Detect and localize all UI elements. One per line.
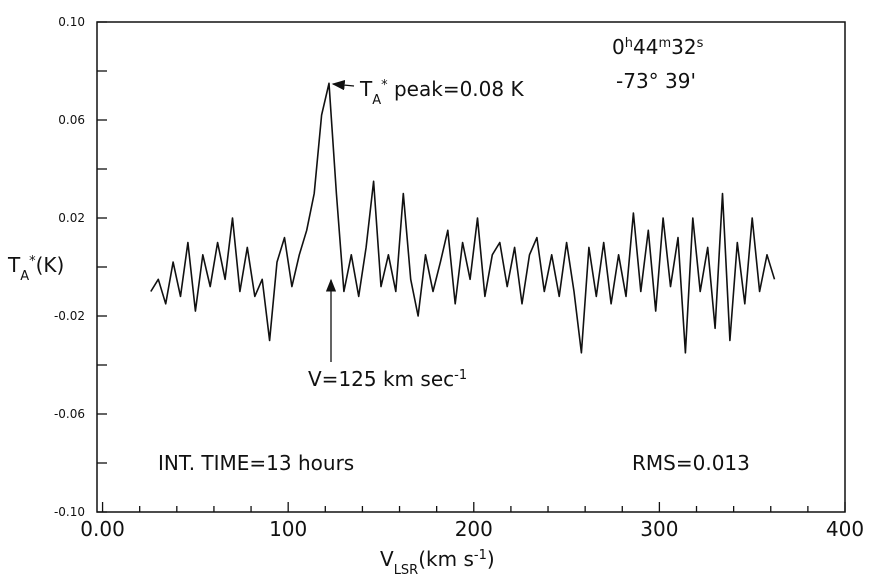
annotation-part: RMS=0.013: [632, 451, 750, 475]
annotation: TA* peak=0.08 K: [359, 77, 524, 108]
x-tick-label: 200: [455, 517, 493, 541]
annotation-part: 0: [612, 35, 625, 59]
annotation-part: 44: [633, 35, 658, 59]
peak-arrow: [331, 79, 355, 91]
x-tick-label: 100: [269, 517, 307, 541]
x-tick-label: 0.00: [80, 517, 125, 541]
y-axis-label-part: (K): [36, 253, 65, 277]
y-tick-label: -0.10: [54, 505, 85, 519]
y-tick-label: 0.06: [58, 113, 85, 127]
x-tick-label: 400: [826, 517, 864, 541]
y-tick-label: 0.10: [58, 15, 85, 29]
annotation-part: T: [359, 77, 373, 101]
y-axis-label-part: T: [7, 253, 21, 277]
annotation-part: s: [697, 36, 704, 51]
annotation-part: A: [372, 93, 381, 108]
y-axis-label: TA*(K): [7, 253, 64, 284]
x-axis-label-part: LSR: [394, 563, 419, 578]
y-tick-label: -0.02: [54, 309, 85, 323]
annotation-part: -1: [454, 368, 467, 383]
annotation: INT. TIME=13 hours: [158, 451, 354, 475]
annotation-part: peak=0.08 K: [388, 77, 525, 101]
annotation: RMS=0.013: [632, 451, 750, 475]
x-axis-label-part: V: [380, 547, 394, 571]
y-tick-label: 0.02: [58, 211, 85, 225]
x-axis-label-part: -1: [474, 548, 487, 563]
y-axis-label-part: A: [20, 269, 29, 284]
y-axis-label-part: *: [29, 254, 36, 269]
y-tick-label: -0.06: [54, 407, 85, 421]
spectrum-line: [150, 82, 776, 354]
annotation: -73° 39': [616, 69, 696, 93]
annotation: V=125 km sec-1: [308, 367, 467, 391]
x-axis-label: VLSR(km s-1): [380, 547, 495, 578]
annotation-part: V=125 km sec: [308, 367, 454, 391]
annotation-part: *: [381, 78, 388, 93]
x-axis-label-part: (km s: [418, 547, 474, 571]
annotation: 0h44m32s: [612, 35, 704, 59]
annotation-part: h: [625, 36, 633, 51]
annotation-part: INT. TIME=13 hours: [158, 451, 354, 475]
annotation-part: -73° 39': [616, 69, 696, 93]
annotation-part: m: [658, 36, 671, 51]
x-axis-label-part: ): [487, 547, 495, 571]
annotation-part: 32: [671, 35, 696, 59]
x-tick-label: 300: [640, 517, 678, 541]
